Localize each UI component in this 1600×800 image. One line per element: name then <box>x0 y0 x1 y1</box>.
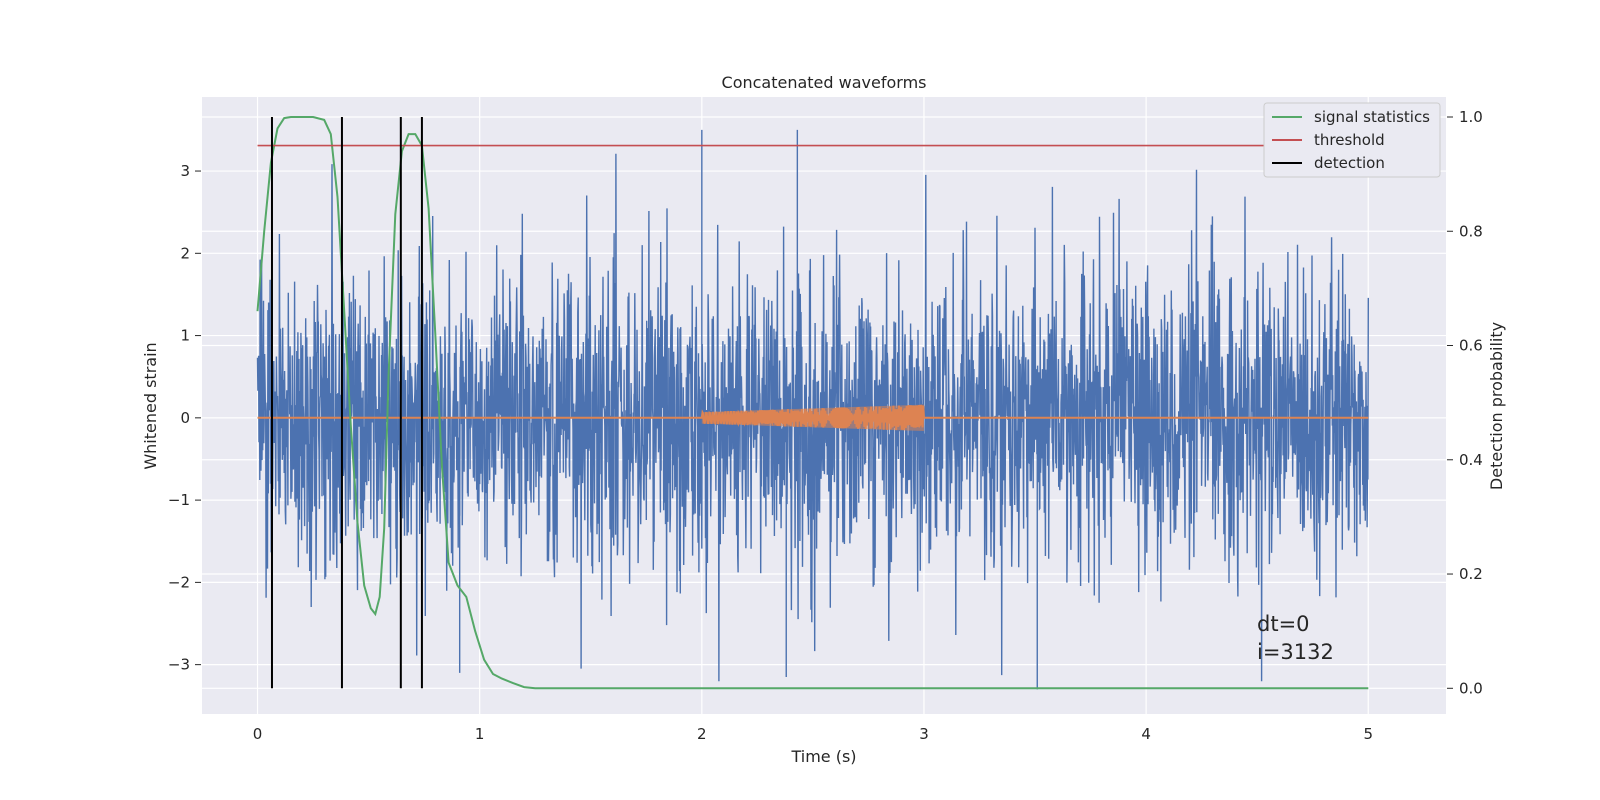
y-tick-label: −2 <box>168 573 190 591</box>
signal-statistics-layer <box>256 116 1369 690</box>
y-tick-label: 2 <box>180 244 190 262</box>
injection-chirp-envelope <box>701 404 924 432</box>
ticks-layer: 0 1 2 3 4 5 −3 −2 −1 0 1 2 3 0.0 0.2 0.4 0.6 0.8 1.0 <box>168 108 1483 743</box>
legend-box <box>1263 102 1441 178</box>
x-axis-label: Time (s) <box>790 747 856 766</box>
y-axis-label: Whitened strain <box>141 342 160 469</box>
y2-tick-label: 0.8 <box>1459 222 1483 240</box>
y-tick-label: −3 <box>168 656 190 674</box>
legend-label-signal-statistics: signal statistics <box>1314 108 1430 126</box>
x-tick-label: 5 <box>1363 725 1373 743</box>
injection-layer <box>257 404 1369 432</box>
detection-layer <box>270 116 423 689</box>
signal-statistics-line <box>256 116 1369 690</box>
y2-axis-label: Detection probability <box>1487 322 1506 490</box>
strain-series-line <box>256 153 1369 682</box>
annotation-dt: dt=0 <box>1257 612 1310 636</box>
annotation-index: i=3132 <box>1257 640 1334 664</box>
y-tick-label: 0 <box>180 409 190 427</box>
legend: signal statistics threshold detection <box>1263 102 1441 178</box>
strain-layer <box>256 129 1369 690</box>
legend-label-detection: detection <box>1314 154 1385 172</box>
y2-tick-label: 1.0 <box>1459 108 1483 126</box>
chart-title: Concatenated waveforms <box>722 73 927 92</box>
y2-tick-label: 0.6 <box>1459 337 1483 355</box>
x-tick-label: 1 <box>475 725 485 743</box>
y-tick-label: 3 <box>180 162 190 180</box>
y2-tick-label: 0.2 <box>1459 565 1483 583</box>
legend-label-threshold: threshold <box>1314 131 1385 149</box>
y-tick-label: 1 <box>180 327 190 345</box>
y2-tick-label: 0.0 <box>1459 679 1483 697</box>
x-tick-label: 3 <box>919 725 929 743</box>
x-tick-label: 4 <box>1141 725 1151 743</box>
x-tick-label: 2 <box>697 725 707 743</box>
x-tick-label: 0 <box>253 725 263 743</box>
y-tick-label: −1 <box>168 491 190 509</box>
y2-tick-label: 0.4 <box>1459 451 1483 469</box>
